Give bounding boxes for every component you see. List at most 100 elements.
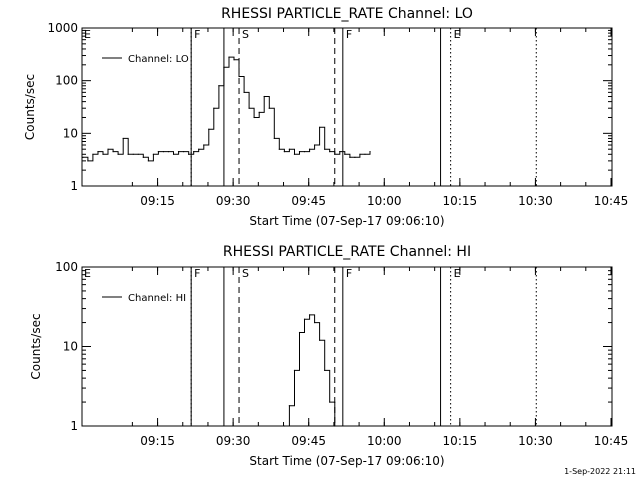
x-tick-label: 09:15 bbox=[140, 194, 175, 208]
event-marker-label: F bbox=[346, 267, 352, 280]
data-point bbox=[152, 153, 154, 155]
data-point bbox=[177, 150, 180, 153]
y-tick-label: 100 bbox=[55, 260, 78, 274]
y-tick-label: 1000 bbox=[47, 21, 78, 35]
data-point bbox=[303, 318, 306, 320]
data-point bbox=[188, 153, 190, 155]
x-axis-label: Start Time (07-Sep-17 09:06:10) bbox=[249, 454, 444, 468]
data-point bbox=[369, 150, 371, 153]
data-point bbox=[243, 91, 245, 93]
x-axis-label: Start Time (07-Sep-17 09:06:10) bbox=[249, 214, 444, 228]
data-point bbox=[298, 150, 301, 153]
y-tick-label: 100 bbox=[55, 74, 78, 88]
data-point bbox=[203, 144, 205, 146]
y-tick-label: 10 bbox=[63, 126, 78, 140]
data-point bbox=[233, 59, 235, 61]
data-point bbox=[208, 128, 210, 130]
data-point bbox=[334, 153, 336, 155]
data-point bbox=[162, 150, 165, 153]
data-point bbox=[334, 425, 336, 427]
data-point bbox=[258, 111, 260, 113]
data-point bbox=[319, 339, 321, 341]
data-point bbox=[167, 150, 170, 153]
y-tick-label: 1 bbox=[70, 179, 78, 193]
data-point bbox=[324, 369, 326, 372]
legend-label: Channel: HI bbox=[128, 293, 186, 304]
x-tick-label: 09:15 bbox=[140, 434, 175, 448]
x-tick-label: 10:15 bbox=[443, 194, 478, 208]
event-marker-label: E bbox=[84, 267, 91, 280]
data-point bbox=[102, 153, 104, 155]
event-marker-label: S bbox=[242, 267, 249, 280]
data-point bbox=[213, 107, 215, 109]
x-tick-label: 09:30 bbox=[216, 194, 251, 208]
data-point bbox=[82, 156, 84, 158]
data-point bbox=[107, 148, 109, 150]
data-point bbox=[137, 153, 139, 155]
data-point bbox=[132, 153, 134, 155]
x-tick-label: 09:30 bbox=[216, 434, 251, 448]
data-point bbox=[283, 425, 285, 427]
event-marker-label: S bbox=[242, 28, 249, 41]
data-point bbox=[117, 153, 119, 155]
data-point bbox=[329, 401, 331, 403]
footer-timestamp: 1-Sep-2022 21:11 bbox=[564, 467, 636, 476]
data-point bbox=[253, 116, 255, 119]
data-point bbox=[122, 137, 124, 140]
data-point bbox=[147, 160, 149, 162]
x-tick-label: 10:45 bbox=[594, 434, 629, 448]
data-point bbox=[92, 153, 94, 155]
data-point bbox=[308, 314, 311, 316]
plot-frame bbox=[81, 27, 613, 187]
chart-title: RHESSI PARTICLE_RATE Channel: LO bbox=[221, 6, 473, 22]
chart-title: RHESSI PARTICLE_RATE Channel: HI bbox=[223, 244, 471, 260]
x-tick-label: 10:45 bbox=[594, 194, 629, 208]
data-point bbox=[293, 153, 296, 155]
data-point bbox=[329, 150, 331, 153]
legend-label: Channel: LO bbox=[128, 54, 189, 65]
x-tick-label: 10:00 bbox=[367, 434, 402, 448]
event-marker-label: F bbox=[194, 267, 200, 280]
data-point bbox=[303, 150, 306, 153]
data-point bbox=[344, 153, 346, 155]
data-point bbox=[288, 148, 291, 150]
data-point bbox=[359, 153, 361, 155]
data-point bbox=[238, 75, 240, 78]
data-point bbox=[97, 150, 99, 153]
data-point bbox=[127, 153, 129, 155]
data-point bbox=[314, 321, 316, 324]
data-point bbox=[314, 144, 316, 146]
data-point bbox=[283, 150, 285, 153]
data-point bbox=[288, 405, 291, 407]
data-point bbox=[112, 150, 114, 153]
data-point bbox=[183, 150, 185, 153]
data-point bbox=[293, 369, 296, 372]
data-point bbox=[273, 137, 275, 140]
data-point bbox=[172, 153, 175, 155]
y-tick-label: 10 bbox=[63, 340, 78, 354]
y-tick-label: 1 bbox=[70, 419, 78, 433]
data-point bbox=[278, 148, 280, 150]
data-point bbox=[319, 126, 321, 128]
data-point bbox=[218, 85, 220, 87]
event-marker-label: E bbox=[84, 28, 91, 41]
event-marker-label: E bbox=[454, 267, 461, 280]
data-point bbox=[87, 160, 89, 162]
event-marker-label: F bbox=[194, 28, 200, 41]
x-tick-label: 09:45 bbox=[291, 434, 326, 448]
data-point bbox=[354, 156, 356, 158]
event-marker-label: F bbox=[346, 28, 352, 41]
data-point bbox=[248, 107, 250, 109]
data-point bbox=[157, 150, 160, 153]
data-point bbox=[364, 153, 366, 155]
data-point bbox=[308, 148, 311, 150]
data-point bbox=[223, 66, 225, 68]
x-tick-label: 10:30 bbox=[518, 434, 553, 448]
x-tick-label: 10:15 bbox=[443, 434, 478, 448]
data-point bbox=[228, 56, 230, 58]
data-point bbox=[324, 148, 326, 150]
x-tick-label: 09:45 bbox=[291, 194, 326, 208]
data-point bbox=[298, 331, 301, 334]
hi-channel-panel: RHESSI PARTICLE_RATE Channel: HI 1 10 100 09… bbox=[29, 244, 628, 468]
